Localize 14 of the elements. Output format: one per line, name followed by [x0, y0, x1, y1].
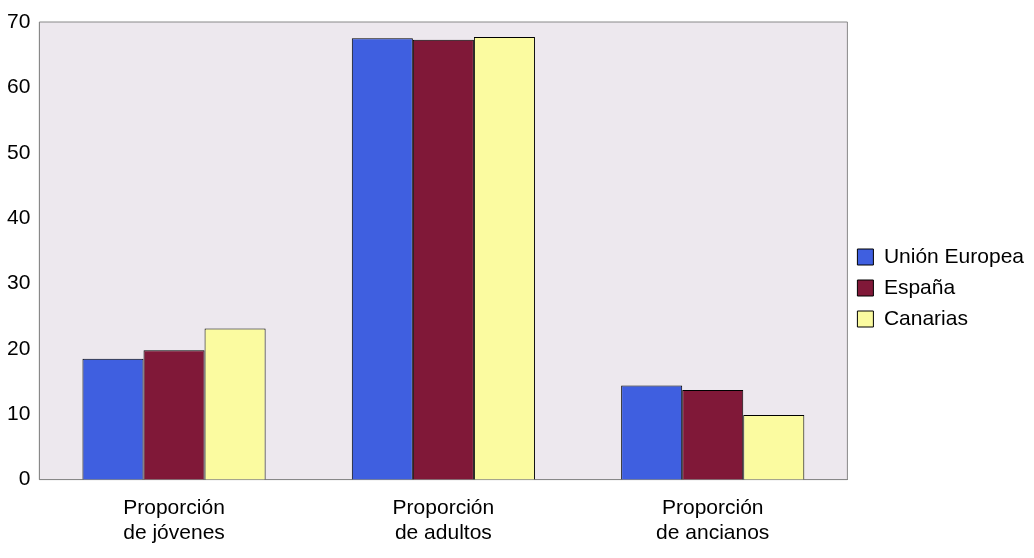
y-tick-label: 50	[7, 139, 31, 163]
x-tick-label: Proporción de jóvenes	[123, 495, 225, 544]
y-tick-label: 60	[7, 74, 31, 98]
x-tick-label: Proporción de adultos	[392, 495, 495, 544]
y-tick-label: 40	[7, 204, 31, 228]
y-tick-label: 10	[7, 401, 31, 425]
y-tick-label: 0	[18, 466, 31, 490]
legend-label: Unión Europea	[883, 243, 1025, 267]
y-tick-label: 70	[7, 8, 31, 32]
x-tick-label: Proporción de ancianos	[656, 495, 770, 544]
legend-label: España	[883, 274, 956, 298]
y-tick-label: 20	[7, 335, 31, 359]
legend-label: Canarias	[883, 305, 968, 329]
y-tick-label: 30	[7, 270, 31, 294]
